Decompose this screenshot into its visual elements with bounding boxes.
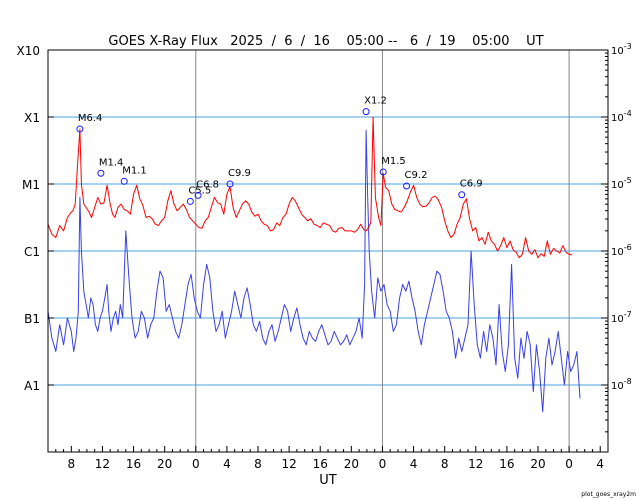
- x-axis-label: UT: [319, 473, 337, 488]
- series-line: [47, 129, 581, 413]
- x-tick-label: 20: [530, 457, 545, 471]
- right-axis-label: 10-8: [611, 377, 632, 392]
- x-tick-label: 4: [596, 457, 604, 471]
- x-tick-label: 20: [344, 457, 359, 471]
- flare-label: C6.8: [196, 179, 219, 190]
- flare-peak-marker: [76, 125, 84, 133]
- class-label: A1: [24, 379, 40, 393]
- right-axis-label: 10-4: [611, 109, 632, 124]
- x-tick-label: 16: [499, 457, 514, 471]
- flare-peak-marker: [186, 197, 194, 205]
- plot-credit: plot_goes_xray2m: [581, 491, 636, 498]
- class-label: C1: [24, 245, 40, 259]
- flare-peak-marker: [362, 108, 370, 116]
- flare-label: C9.2: [405, 170, 428, 181]
- chart-title: GOES X-Ray Flux 2025 / 6 / 16 05:00 -- 6…: [108, 34, 543, 49]
- flare-peak-marker: [379, 168, 387, 176]
- class-label: X1: [24, 111, 40, 125]
- x-tick-label: 0: [379, 457, 387, 471]
- x-tick-label: 16: [313, 457, 328, 471]
- class-label: B1: [24, 312, 40, 326]
- class-label: X10: [17, 44, 41, 58]
- class-label: M1: [22, 178, 40, 192]
- flare-annotations: M6.4 M1.4M1.1 C5.5C6.8 C9.9 X1.2 M1.5 C9.2 C6.9: [76, 96, 483, 205]
- gridlines: [48, 50, 608, 452]
- flare-label: M1.5: [381, 156, 406, 167]
- right-axis-label: 10-7: [611, 310, 632, 325]
- flare-label: C6.9: [460, 179, 483, 190]
- x-tick-label: 4: [410, 457, 418, 471]
- flare-label: X1.2: [364, 96, 387, 107]
- flare-label: M1.1: [122, 165, 147, 176]
- flare-label: M6.4: [78, 113, 103, 124]
- flare-peak-marker: [226, 180, 234, 188]
- right-axis-label: 10-6: [611, 243, 632, 258]
- x-tick-label: 20: [157, 457, 172, 471]
- flare-peak-marker: [97, 169, 105, 177]
- right-axis-label: 10-5: [611, 176, 632, 191]
- x-tick-label: 0: [565, 457, 573, 471]
- x-tick-label: 0: [192, 457, 200, 471]
- axes: X10 X1 M1 C1 B1 A1 10-3 10-4 10-5 10-6 10-7 10-8 8 12…: [17, 42, 632, 471]
- x-tick-label: 12: [95, 457, 110, 471]
- series-line: [47, 116, 573, 259]
- flare-peak-marker: [120, 177, 128, 185]
- x-tick-label: 12: [281, 457, 296, 471]
- flare-peak-marker: [403, 182, 411, 190]
- x-tick-label: 8: [254, 457, 262, 471]
- x-tick-label: 8: [441, 457, 449, 471]
- flare-peak-marker: [458, 191, 466, 199]
- flare-label: C9.9: [228, 168, 251, 179]
- data-series: [47, 116, 581, 413]
- x-tick-label: 8: [68, 457, 76, 471]
- flare-peak-marker: [194, 191, 202, 199]
- x-tick-label: 12: [468, 457, 483, 471]
- x-tick-label: 4: [223, 457, 231, 471]
- x-tick-label: 16: [126, 457, 141, 471]
- right-axis-label: 10-3: [611, 42, 632, 57]
- flare-label: C5.5: [188, 185, 211, 196]
- flare-label: M1.4: [99, 157, 124, 168]
